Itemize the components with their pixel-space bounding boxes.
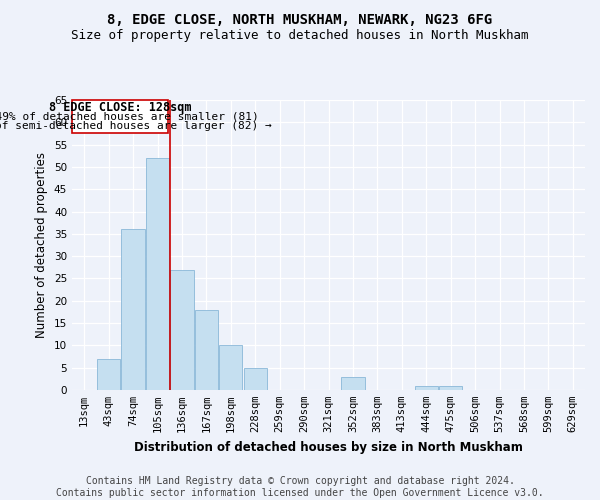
Text: 50% of semi-detached houses are larger (82) →: 50% of semi-detached houses are larger (… <box>0 121 272 131</box>
Text: ← 49% of detached houses are smaller (81): ← 49% of detached houses are smaller (81… <box>0 112 259 122</box>
Bar <box>146 158 169 390</box>
Text: 8 EDGE CLOSE: 128sqm: 8 EDGE CLOSE: 128sqm <box>49 102 191 114</box>
Bar <box>244 368 267 390</box>
Bar <box>439 386 462 390</box>
Bar <box>121 230 145 390</box>
Bar <box>195 310 218 390</box>
Bar <box>170 270 194 390</box>
Bar <box>73 100 168 134</box>
Text: Contains public sector information licensed under the Open Government Licence v3: Contains public sector information licen… <box>56 488 544 498</box>
Bar <box>341 376 365 390</box>
Bar <box>415 386 438 390</box>
Text: Size of property relative to detached houses in North Muskham: Size of property relative to detached ho… <box>71 29 529 42</box>
Y-axis label: Number of detached properties: Number of detached properties <box>35 152 49 338</box>
Text: Contains HM Land Registry data © Crown copyright and database right 2024.: Contains HM Land Registry data © Crown c… <box>86 476 514 486</box>
X-axis label: Distribution of detached houses by size in North Muskham: Distribution of detached houses by size … <box>134 440 523 454</box>
Text: 8, EDGE CLOSE, NORTH MUSKHAM, NEWARK, NG23 6FG: 8, EDGE CLOSE, NORTH MUSKHAM, NEWARK, NG… <box>107 12 493 26</box>
Bar <box>97 359 120 390</box>
Bar <box>219 346 242 390</box>
